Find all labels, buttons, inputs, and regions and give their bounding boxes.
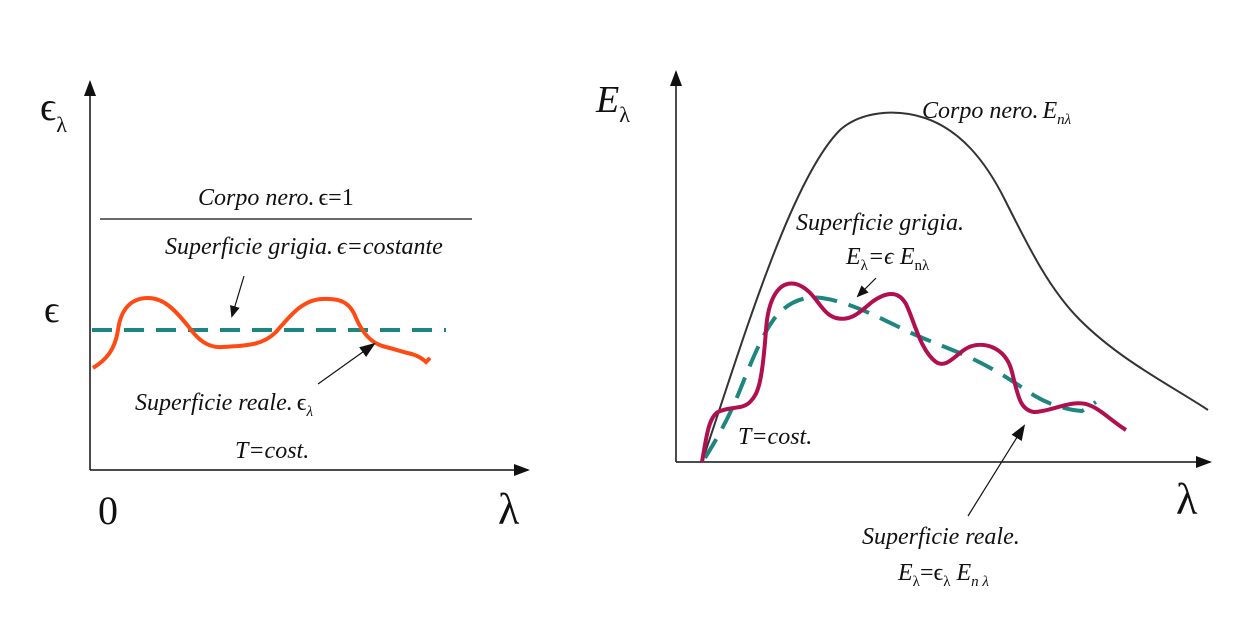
right-grey-surface-formula: Eλ=ϵ Enλ xyxy=(845,244,930,274)
right-x-axis-label: λ xyxy=(1176,475,1198,524)
right-grey-pointer xyxy=(856,277,877,298)
left-temperature-label: T=cost. xyxy=(235,438,309,464)
left-black-body-label: Corpo nero. ϵ=1 xyxy=(198,185,354,211)
right-real-surface-formula: Eλ=ϵλ En λ xyxy=(897,560,989,590)
left-diagram: ϵλ 0 λ ϵ Corpo nero. ϵ=1 Superficie grigi… xyxy=(40,80,530,534)
right-real-pointer xyxy=(967,424,1026,517)
left-grey-surface-label: Superficie grigia. ϵ=costante xyxy=(165,234,443,260)
right-real-curve xyxy=(700,281,1128,463)
right-black-body-label: Corpo nero. Enλ xyxy=(922,98,1072,128)
left-real-surface-label: Superficie reale. ϵλ xyxy=(135,390,313,420)
left-real-curve xyxy=(91,295,432,370)
right-real-surface-label: Superficie reale. xyxy=(862,524,1020,550)
left-x-axis-label: λ xyxy=(498,485,520,534)
left-grey-pointer xyxy=(230,275,245,318)
right-diagram: Eλ λ Corpo nero. Enλ Superficie grigia. E… xyxy=(595,70,1212,590)
left-epsilon-tick: ϵ xyxy=(44,289,59,331)
left-real-pointer xyxy=(317,342,376,385)
right-y-axis-label: Eλ xyxy=(595,79,630,127)
right-grey-curve xyxy=(703,295,1098,460)
right-grey-surface-label: Superficie grigia. xyxy=(796,210,964,236)
left-origin-label: 0 xyxy=(98,488,118,533)
right-black-body-curve xyxy=(701,111,1209,463)
left-y-axis-label: ϵλ xyxy=(40,84,67,137)
right-temperature-label: T=cost. xyxy=(738,424,812,450)
